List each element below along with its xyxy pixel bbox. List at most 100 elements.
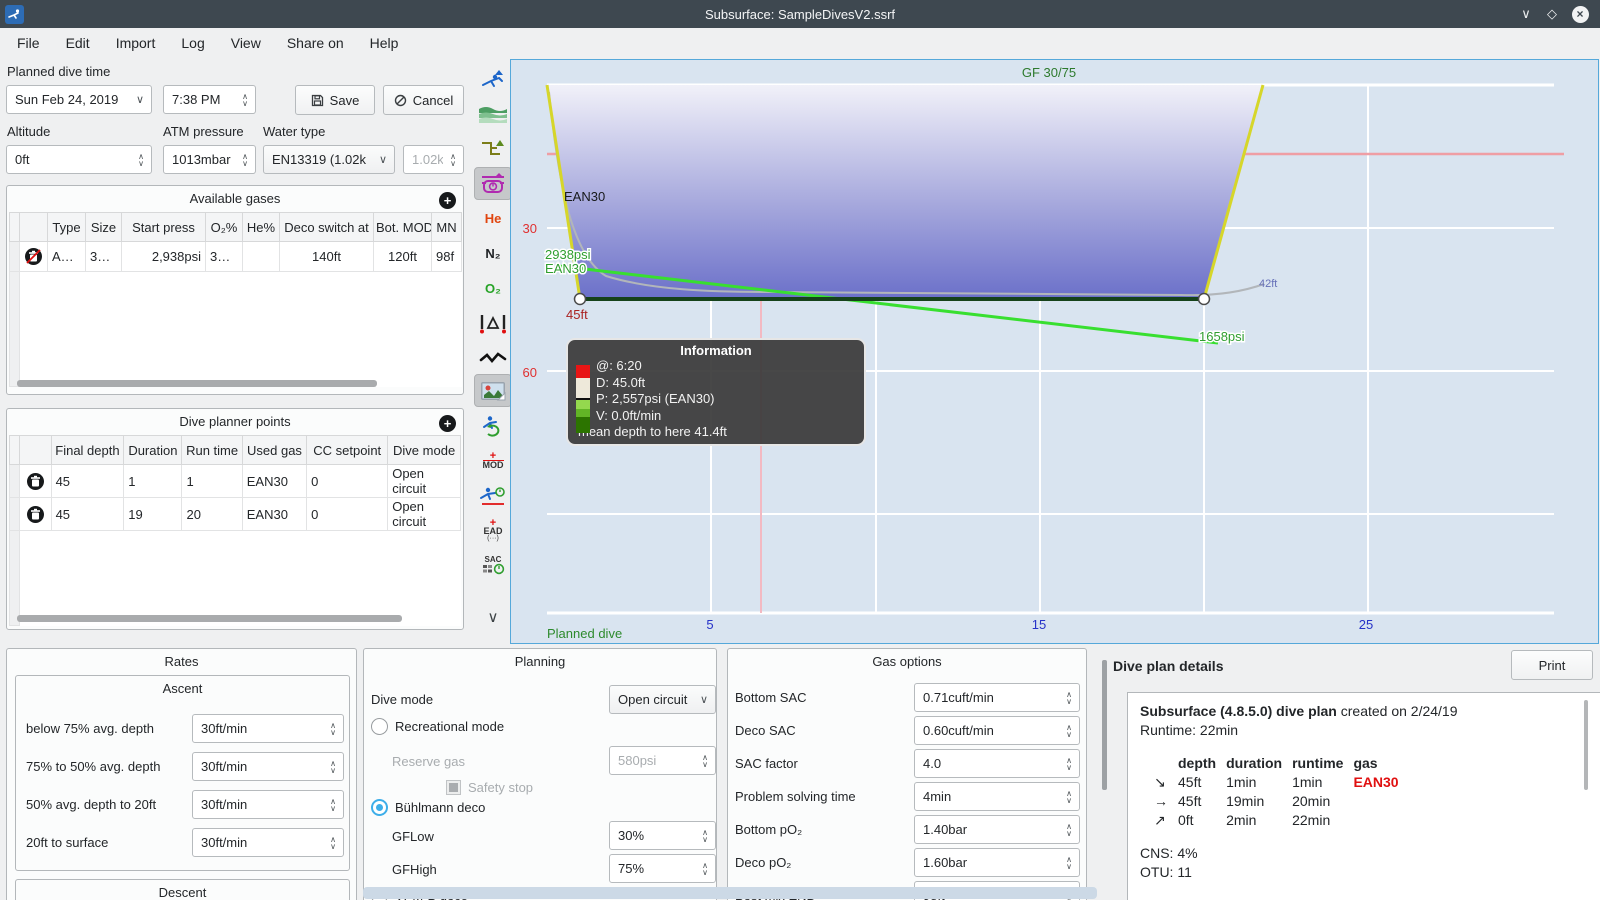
toolbar-nitrogen-icon[interactable]: N₂: [485, 246, 501, 261]
deco-po2-input[interactable]: 1.60bar ∧ ∨: [914, 848, 1080, 877]
bottom-po2-input[interactable]: 1.40bar ∧ ∨: [914, 815, 1080, 844]
problem-solving-time-input[interactable]: 4min ∧ ∨: [914, 782, 1080, 811]
toolbar-diver-cycle-icon[interactable]: [474, 409, 512, 442]
dive-time-input[interactable]: 7:38 PM ∧ ∨: [163, 85, 256, 114]
menu-help[interactable]: Help: [369, 35, 399, 51]
col-mnd[interactable]: MN: [431, 212, 462, 242]
add-point-button[interactable]: +: [439, 415, 456, 432]
point-runtime-cell[interactable]: 20: [181, 497, 243, 531]
menu-import[interactable]: Import: [115, 35, 156, 51]
toolbar-ruler-icon[interactable]: [474, 306, 512, 339]
point-divemode-cell[interactable]: Open circuit: [387, 497, 461, 531]
gflow-input[interactable]: 30% ∧ ∨: [609, 821, 716, 850]
toolbar-heart-rate-icon[interactable]: [474, 341, 512, 374]
cancel-button[interactable]: Cancel: [383, 85, 464, 115]
gas-he-cell[interactable]: [242, 241, 280, 272]
gas-type-cell[interactable]: A…: [47, 241, 86, 272]
dive-profile-chart[interactable]: GF 30/75 EAN30 30 60 2938psi EAN30 1658p…: [510, 59, 1599, 644]
close-icon[interactable]: ×: [1568, 0, 1592, 28]
toolbar-diver-ascent-icon[interactable]: [474, 62, 512, 95]
col-bot-mod[interactable]: Bot. MOD: [373, 212, 432, 242]
ascent-rate-input[interactable]: 30ft/min ∧ ∨: [192, 828, 344, 857]
menu-edit[interactable]: Edit: [65, 35, 90, 51]
col-start-press[interactable]: Start press: [121, 212, 206, 242]
point-divemode-cell[interactable]: Open circuit: [387, 464, 461, 498]
point-duration-cell[interactable]: 1: [123, 464, 183, 498]
point-gas-cell[interactable]: EAN30: [241, 497, 308, 531]
bottom-sac-input[interactable]: 0.71cuft/min ∧ ∨: [914, 683, 1080, 712]
gas-botmod-cell[interactable]: 120ft: [373, 241, 432, 272]
toolbar-tank-time-icon[interactable]: [474, 167, 512, 200]
gases-hscrollbar[interactable]: [17, 380, 377, 387]
buhlmann-deco-radio[interactable]: [371, 799, 388, 816]
col-dive-mode[interactable]: Dive mode: [387, 435, 461, 465]
gas-o2-cell[interactable]: 3…: [205, 241, 243, 272]
gas-decoswitch-cell[interactable]: 140ft: [279, 241, 374, 272]
recreational-mode-radio[interactable]: [371, 718, 388, 735]
maximize-icon[interactable]: ◇: [1547, 6, 1557, 21]
col-he[interactable]: He%: [242, 212, 280, 242]
spinner-arrows-icon[interactable]: ∧∨: [330, 834, 336, 851]
spinner-arrows-icon[interactable]: ∧∨: [138, 151, 144, 168]
toolbar-helium-icon[interactable]: He: [484, 211, 502, 226]
col-o2[interactable]: O₂%: [205, 212, 243, 242]
menu-view[interactable]: View: [230, 35, 261, 51]
toolbar-photos-icon[interactable]: [474, 374, 512, 407]
col-type[interactable]: Type: [47, 212, 86, 242]
spinner-arrows-icon[interactable]: ∧∨: [242, 91, 248, 108]
spinner-arrows-icon[interactable]: ∧∨: [702, 860, 708, 877]
title-bar[interactable]: Subsurface: SampleDivesV2.ssrf ∨ ◇ ×: [0, 0, 1600, 28]
spinner-arrows-icon[interactable]: ∧∨: [702, 827, 708, 844]
point-duration-cell[interactable]: 19: [123, 497, 183, 531]
col-used-gas[interactable]: Used gas: [241, 435, 308, 465]
dive-date-select[interactable]: Sun Feb 24, 2019 ∨: [6, 85, 152, 114]
save-button[interactable]: Save: [295, 85, 375, 115]
spinner-arrows-icon[interactable]: ∧∨: [330, 720, 336, 737]
point-depth-cell[interactable]: 45: [50, 464, 125, 498]
gas-mnd-cell[interactable]: 98f: [431, 241, 462, 272]
points-hscrollbar[interactable]: [17, 615, 402, 622]
point-runtime-cell[interactable]: 1: [181, 464, 243, 498]
spinner-arrows-icon[interactable]: ∧∨: [1066, 854, 1072, 871]
toolbar-diver-time-icon[interactable]: [474, 479, 512, 512]
waypoint-handle[interactable]: [573, 292, 587, 306]
spinner-arrows-icon[interactable]: ∧∨: [1066, 821, 1072, 838]
col-deco-switch[interactable]: Deco switch at: [279, 212, 374, 242]
minimize-icon[interactable]: ∨: [1521, 6, 1531, 21]
delete-point-icon[interactable]: [19, 464, 52, 498]
waypoint-handle[interactable]: [1197, 292, 1211, 306]
add-gas-button[interactable]: +: [439, 192, 456, 209]
menu-log[interactable]: Log: [181, 35, 205, 51]
ascent-rate-input[interactable]: 30ft/min ∧ ∨: [192, 790, 344, 819]
spinner-arrows-icon[interactable]: ∧∨: [330, 796, 336, 813]
altitude-input[interactable]: 0ft ∧ ∨: [6, 145, 152, 174]
toolbar-mod-icon[interactable]: + MOD: [482, 450, 504, 470]
toolbar-oxygen-icon[interactable]: O₂: [485, 281, 501, 296]
menu-share-on[interactable]: Share on: [286, 35, 344, 51]
gas-size-cell[interactable]: 3…: [85, 241, 122, 272]
bottom-hscrollbar[interactable]: [363, 887, 1097, 899]
toolbar-water-layers-icon[interactable]: [474, 97, 512, 130]
col-duration[interactable]: Duration: [123, 435, 183, 465]
print-button[interactable]: Print: [1511, 650, 1593, 680]
delete-point-icon[interactable]: [19, 497, 52, 531]
spinner-arrows-icon[interactable]: ∧∨: [242, 151, 248, 168]
atm-pressure-input[interactable]: 1013mbar ∧ ∨: [163, 145, 256, 174]
col-final-depth[interactable]: Final depth: [50, 435, 125, 465]
spinner-arrows-icon[interactable]: ∧∨: [1066, 722, 1072, 739]
chevron-down-icon[interactable]: ∨: [378, 154, 388, 166]
water-type-select[interactable]: EN13319 (1.02k ∨: [263, 145, 395, 174]
gas-startpress-cell[interactable]: 2,938psi: [121, 241, 206, 272]
ascent-rate-input[interactable]: 30ft/min ∧ ∨: [192, 752, 344, 781]
plan-vscrollbar[interactable]: [1584, 700, 1588, 790]
toolbar-profile-path-icon[interactable]: [474, 132, 512, 165]
sac-factor-input[interactable]: 4.0 ∧ ∨: [914, 749, 1080, 778]
toolbar-ead-icon[interactable]: + EAD (···): [483, 516, 503, 542]
spinner-arrows-icon[interactable]: ∧∨: [1066, 689, 1072, 706]
dive-mode-select[interactable]: Open circuit ∨: [609, 685, 716, 714]
splitter-handle[interactable]: [1102, 660, 1107, 790]
spinner-arrows-icon[interactable]: ∧∨: [1066, 788, 1072, 805]
ascent-rate-input[interactable]: 30ft/min ∧ ∨: [192, 714, 344, 743]
deco-sac-input[interactable]: 0.60cuft/min ∧ ∨: [914, 716, 1080, 745]
col-run-time[interactable]: Run time: [181, 435, 243, 465]
